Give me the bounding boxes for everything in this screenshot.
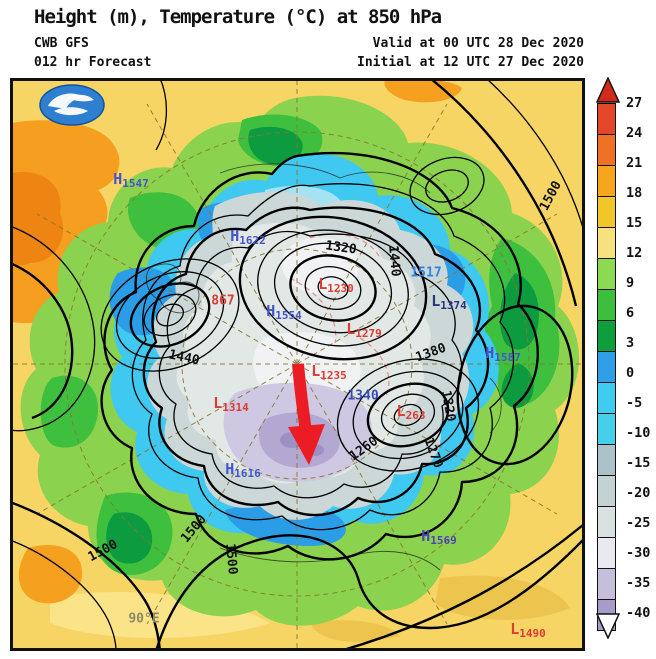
contour-label: 1500 (85, 537, 121, 565)
height-label: 1517 (410, 265, 442, 281)
model-name: CWB GFS (34, 36, 89, 51)
colorbar-segment (598, 135, 615, 166)
colorbar-tick-label: 27 (626, 95, 643, 111)
colorbar-segment (598, 104, 615, 135)
colorbar-segment (598, 445, 615, 476)
graticule-label: 90°E (128, 611, 160, 627)
colorbar-segment (598, 166, 615, 197)
colorbar-segment (598, 290, 615, 321)
colorbar-tick-label: -5 (626, 395, 643, 411)
low-center-label: L1490 (510, 620, 546, 640)
colorbar-segment (598, 197, 615, 228)
initial-time: Initial at 12 UTC 27 Dec 2020 (357, 55, 584, 70)
colorbar-segment (598, 352, 615, 383)
colorbar-down-arrow (596, 613, 620, 639)
map-label-layer: H1547 H1622 H1554 H1616 H1587 H1569 1517 L1374 L… (10, 78, 585, 651)
colorbar-tick-label: 12 (626, 245, 643, 261)
contour-label: 1500 (537, 178, 565, 214)
colorbar-segment (598, 321, 615, 352)
contour-label: 1260 (346, 433, 382, 465)
map-svg (10, 78, 585, 651)
colorbar-tick-label: 15 (626, 215, 643, 231)
contour-label: 1440 (385, 244, 403, 278)
colorbar-tick-label: 6 (626, 305, 635, 321)
cwb-logo (39, 84, 105, 126)
low-center-label: L1230 (318, 275, 354, 295)
colorbar-tick-label: 0 (626, 365, 635, 381)
colorbar-tick-label: -35 (626, 575, 651, 591)
colorbar-segment (598, 569, 615, 600)
colorbar-segment (598, 507, 615, 538)
map-image: H1547 H1622 H1554 H1616 H1587 H1569 1517 L1374 L… (10, 78, 585, 651)
contour-label: 1320 (324, 238, 358, 258)
low-center-label: L1279 (346, 320, 382, 340)
high-center-label: H1587 (485, 344, 521, 364)
page-title: Height (m), Temperature (°C) at 850 hPa (34, 6, 442, 28)
contour-label: 1380 (413, 340, 449, 366)
low-center-label: L1374 (431, 292, 467, 312)
low-center-label: L263 (396, 402, 426, 422)
contour-label: 1500 (178, 512, 210, 546)
high-center-label: H1554 (266, 302, 302, 322)
colorbar-tick-label: -40 (626, 605, 651, 621)
colorbar-segment (598, 259, 615, 290)
contour-label: 1500 (222, 542, 240, 576)
contour-label: 1270 (420, 435, 446, 471)
colorbar-tick-label: 21 (626, 155, 643, 171)
low-center-label: L1314 (213, 394, 249, 414)
colorbar-segment (598, 414, 615, 445)
colorbar-tick-label: -30 (626, 545, 651, 561)
high-center-label: H1547 (113, 170, 149, 190)
colorbar-tick-label: -20 (626, 485, 651, 501)
contour-label: 1440 (167, 347, 201, 369)
colorbar-tick-label: -10 (626, 425, 651, 441)
colorbar-segment (598, 476, 615, 507)
colorbar-tick-label: 9 (626, 275, 635, 291)
colorbar-tick-label: 18 (626, 185, 643, 201)
contour-layer (10, 78, 584, 651)
annotation-arrow (288, 363, 325, 465)
colorbar: 27 24 21 18 15 12 9 6 3 0 -5 -10 -15 -20 -25 -30 -35 -40 (594, 77, 656, 647)
valid-time: Valid at 00 UTC 28 Dec 2020 (372, 36, 584, 51)
colorbar-up-arrow (596, 77, 620, 103)
colorbar-segment (598, 538, 615, 569)
colorbar-tick-label: 24 (626, 125, 643, 141)
colorbar-tick-label: -15 (626, 455, 651, 471)
colorbar-segment (598, 383, 615, 414)
colorbar-tick-label: -25 (626, 515, 651, 531)
map-frame (10, 78, 585, 651)
contour-label: 1320 (437, 389, 459, 423)
colorbar-stack (597, 103, 616, 631)
high-center-label: H1569 (421, 527, 457, 547)
high-center-label: H1622 (230, 227, 266, 247)
colorbar-tick-label: 3 (626, 335, 635, 351)
high-center-label: H1616 (225, 460, 261, 480)
low-center-label: L1235 (311, 362, 347, 382)
contour-label: 1340 (347, 388, 379, 404)
forecast-hour: 012 hr Forecast (34, 55, 152, 70)
low-center-label: 867 (211, 293, 235, 309)
colorbar-segment (598, 228, 615, 259)
